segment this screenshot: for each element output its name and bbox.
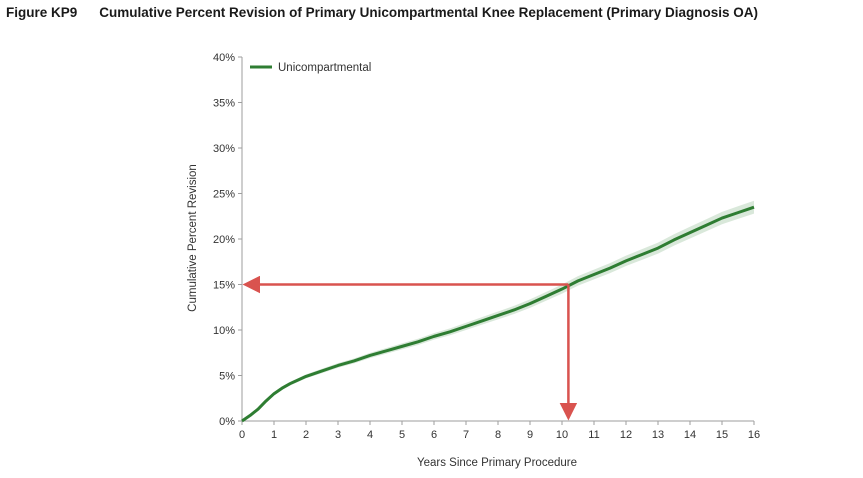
figure-number: Figure KP9 — [6, 5, 78, 20]
figure-title: Figure KP9 Cumulative Percent Revision of… — [6, 5, 758, 20]
x-tick-label: 0 — [239, 429, 245, 441]
y-axis-title: Cumulative Percent Revision — [187, 164, 199, 312]
x-tick-label: 6 — [431, 429, 437, 441]
x-tick-label: 16 — [748, 429, 760, 441]
y-tick-label: 35% — [213, 98, 235, 110]
x-tick-label: 9 — [527, 429, 533, 441]
series-confidence-band — [242, 200, 754, 421]
x-tick-label: 1 — [271, 429, 277, 441]
y-tick-label: 40% — [213, 52, 235, 64]
x-tick-label: 15 — [716, 429, 728, 441]
series-line-unicompartmental — [241, 205, 755, 423]
legend-label: Unicompartmental — [278, 62, 371, 74]
x-axis-title: Years Since Primary Procedure — [417, 457, 577, 469]
x-tick-label: 10 — [556, 429, 568, 441]
x-tick-label: 2 — [303, 429, 309, 441]
x-tick-label: 8 — [495, 429, 501, 441]
x-tick-label: 12 — [620, 429, 632, 441]
y-tick-label: 0% — [219, 416, 235, 428]
figure-title-text: Cumulative Percent Revision of Primary U… — [99, 5, 758, 20]
y-tick-label: 10% — [213, 325, 235, 337]
x-tick-label: 3 — [335, 429, 341, 441]
x-tick-label: 13 — [652, 429, 664, 441]
y-tick-label: 15% — [213, 280, 235, 292]
y-tick-label: 30% — [213, 143, 235, 155]
y-tick-label: 25% — [213, 189, 235, 201]
x-tick-label: 7 — [463, 429, 469, 441]
x-tick-label: 14 — [684, 429, 696, 441]
y-tick-label: 5% — [219, 371, 235, 383]
y-tick-label: 20% — [213, 234, 235, 246]
x-tick-label: 4 — [367, 429, 373, 441]
x-tick-label: 11 — [588, 429, 599, 441]
x-tick-label: 5 — [399, 429, 405, 441]
